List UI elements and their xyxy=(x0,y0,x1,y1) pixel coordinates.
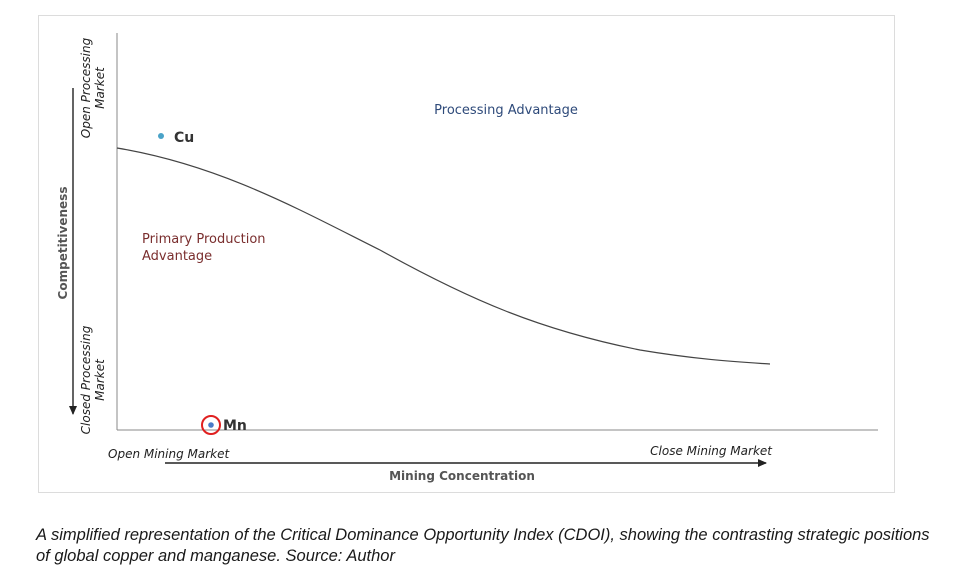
mn-point xyxy=(208,422,214,428)
primary-production-label-line1: Primary Production xyxy=(142,232,266,247)
mining-concentration-title: Mining Concentration xyxy=(389,469,535,483)
open-processing-label-line2: Market xyxy=(93,66,107,109)
open-mining-label: Open Mining Market xyxy=(108,447,231,461)
boundary-curve xyxy=(116,147,771,365)
closed-processing-label-line1: Closed Processing xyxy=(79,325,93,434)
open-processing-label-line1: Open Processing xyxy=(79,37,93,138)
figure-frame xyxy=(38,15,895,493)
mn-label: Mn xyxy=(223,418,247,434)
figure-caption: A simplified representation of the Criti… xyxy=(36,526,930,565)
cu-point xyxy=(158,133,164,139)
cu-label: Cu xyxy=(174,130,194,146)
processing-advantage-label: Processing Advantage xyxy=(434,103,578,118)
competitiveness-title: Competitiveness xyxy=(56,187,70,300)
mn-highlight-ring xyxy=(201,415,221,435)
close-mining-label: Close Mining Market xyxy=(650,444,773,458)
primary-production-label-line2: Advantage xyxy=(142,249,212,264)
closed-processing-label-line2: Market xyxy=(93,358,107,401)
